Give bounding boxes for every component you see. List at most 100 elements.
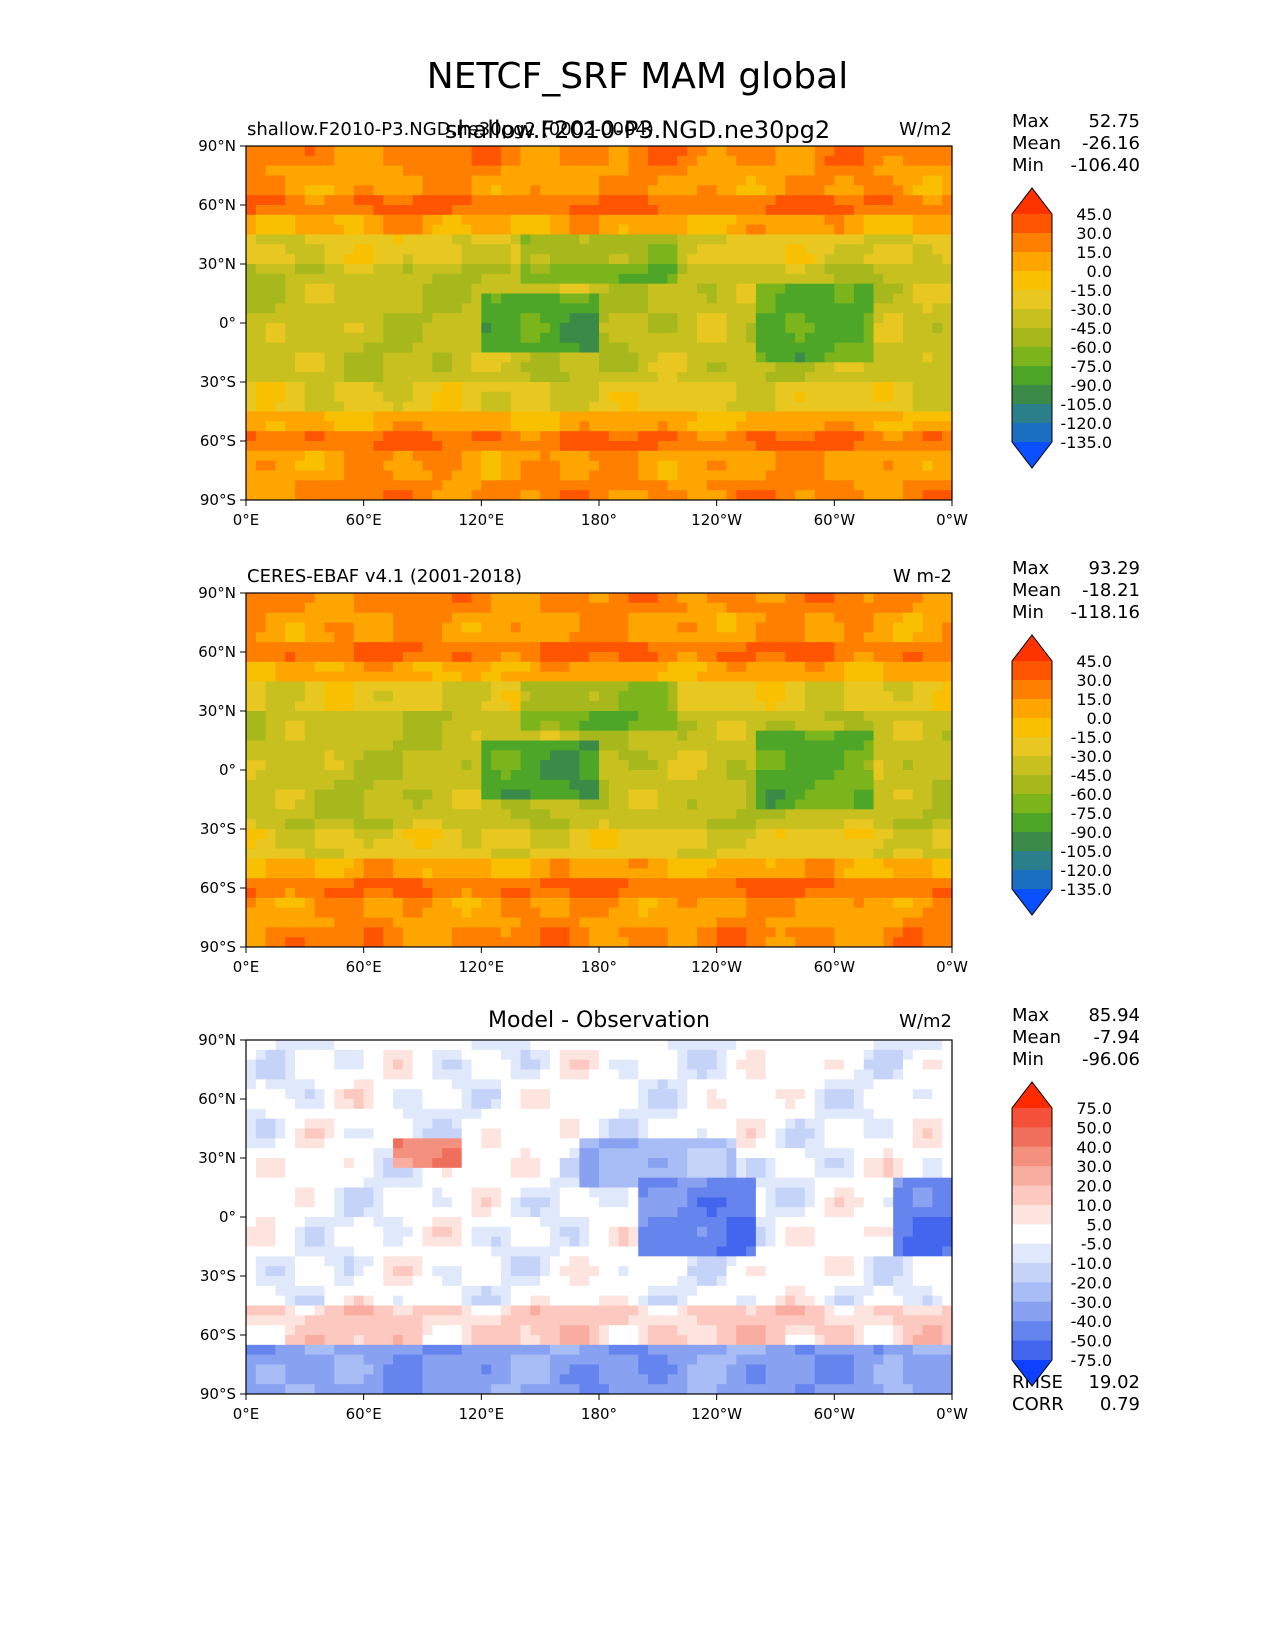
stat-mean: Mean -18.21 — [1012, 580, 1140, 601]
figure-title: NETCF_SRF MAM global — [426, 56, 849, 97]
panel3-stats: Max 85.94 Mean -7.94 Min -96.06 — [1012, 1005, 1140, 1071]
colorbar-tick-label: 45.0 — [1076, 652, 1112, 671]
colorbar-segment — [1012, 1282, 1052, 1303]
colorbar-max-extend — [1012, 1082, 1052, 1108]
stat-max: Max 85.94 — [1012, 1005, 1140, 1026]
colorbar-segment — [1012, 1204, 1052, 1225]
x-tick-label: 0°W — [936, 511, 968, 529]
colorbar-segment — [1012, 1243, 1052, 1264]
colorbar-segment — [1012, 1185, 1052, 1206]
y-tick-label: 90°N — [198, 137, 236, 155]
colorbar-tick-label: 0.0 — [1087, 709, 1112, 728]
colorbar-segment — [1012, 775, 1052, 795]
colorbar-max-extend — [1012, 635, 1052, 661]
colorbar-tick-label: -30.0 — [1071, 300, 1112, 319]
panel3-units: W/m2 — [899, 1011, 952, 1032]
panel2-units: W m-2 — [892, 566, 952, 587]
colorbar-min-extend — [1012, 1360, 1052, 1386]
colorbar-tick-label: -10.0 — [1071, 1254, 1112, 1273]
colorbar-tick-label: -75.0 — [1071, 804, 1112, 823]
y-tick-label: 0° — [219, 1208, 236, 1226]
colorbar-segment — [1012, 851, 1052, 871]
colorbar-segment — [1012, 404, 1052, 424]
y-tick-label: 0° — [219, 314, 236, 332]
colorbar-tick-label: -15.0 — [1071, 281, 1112, 300]
colorbar-tick-label: -75.0 — [1071, 1351, 1112, 1370]
x-tick-label: 120°W — [691, 958, 742, 976]
colorbar-segment — [1012, 1127, 1052, 1148]
y-tick-label: 30°N — [198, 1149, 236, 1167]
colorbar-tick-label: -135.0 — [1060, 433, 1112, 452]
y-tick-label: 30°S — [200, 820, 236, 838]
colorbar-segment — [1012, 794, 1052, 814]
colorbar-tick-label: 50.0 — [1076, 1118, 1112, 1137]
stat-min: Min -96.06 — [1012, 1049, 1140, 1070]
colorbar-max-extend — [1012, 188, 1052, 214]
colorbar-tick-label: 40.0 — [1076, 1138, 1112, 1157]
x-tick-label: 120°W — [691, 1405, 742, 1423]
x-tick-label: 120°E — [459, 1405, 505, 1423]
colorbar-segment — [1012, 870, 1052, 890]
colorbar-tick-label: -30.0 — [1071, 747, 1112, 766]
x-tick-label: 0°W — [936, 1405, 968, 1423]
x-tick-label: 60°E — [346, 511, 382, 529]
colorbar-segment — [1012, 214, 1052, 234]
colorbar-tick-label: 20.0 — [1076, 1177, 1112, 1196]
x-tick-label: 0°E — [233, 1405, 260, 1423]
colorbar-segment — [1012, 680, 1052, 700]
map-panel-2: 0°E 60°E 120°E 180° 120°W 60°W 0°W 90°N 60°N 30°N… — [198, 584, 968, 976]
x-tick-label: 180° — [581, 1405, 617, 1423]
panel1-units: W/m2 — [899, 119, 952, 140]
colorbar-tick-label: -30.0 — [1071, 1293, 1112, 1312]
colorbar-tick-label: -135.0 — [1060, 880, 1112, 899]
colorbar-tick-label: -120.0 — [1060, 414, 1112, 433]
colorbar-2: 45.030.015.00.0-15.0-30.0-45.0-60.0-75.0… — [1011, 634, 1112, 916]
y-tick-label: 60°S — [200, 879, 236, 897]
stat-min: Min -106.40 — [1012, 155, 1140, 176]
y-tick-label: 60°N — [198, 643, 236, 661]
colorbar-tick-label: -105.0 — [1060, 395, 1112, 414]
y-tick-label: 60°S — [200, 432, 236, 450]
colorbar-segment — [1012, 366, 1052, 386]
colorbar-tick-label: -60.0 — [1071, 785, 1112, 804]
colorbar-tick-label: -5.0 — [1081, 1235, 1112, 1254]
y-tick-label: 0° — [219, 761, 236, 779]
panel1-stats: Max 52.75 Mean -26.16 Min -106.40 — [1012, 111, 1140, 177]
colorbar-segment — [1012, 718, 1052, 738]
colorbar-tick-label: -60.0 — [1071, 338, 1112, 357]
colorbar-segment — [1012, 832, 1052, 852]
x-tick-label: 60°W — [814, 511, 856, 529]
colorbar-tick-label: 30.0 — [1076, 671, 1112, 690]
y-tick-label: 60°N — [198, 196, 236, 214]
y-tick-label: 30°N — [198, 255, 236, 273]
colorbar-tick-label: -75.0 — [1071, 357, 1112, 376]
y-tick-label: 30°S — [200, 373, 236, 391]
stat-mean: Mean -7.94 — [1012, 1027, 1140, 1048]
stat-corr: CORR 0.79 — [1012, 1394, 1140, 1415]
y-tick-label: 60°N — [198, 1090, 236, 1108]
x-tick-label: 0°E — [233, 511, 260, 529]
colorbar-tick-label: -15.0 — [1071, 728, 1112, 747]
colorbar-tick-label: 30.0 — [1076, 1157, 1112, 1176]
colorbar-tick-label: 30.0 — [1076, 224, 1112, 243]
x-tick-label: 120°W — [691, 511, 742, 529]
stat-mean: Mean -26.16 — [1012, 133, 1140, 154]
colorbar-segment — [1012, 423, 1052, 443]
x-tick-label: 180° — [581, 511, 617, 529]
y-tick-label: 90°S — [200, 491, 236, 509]
colorbar-segment — [1012, 699, 1052, 719]
x-tick-label: 180° — [581, 958, 617, 976]
y-tick-label: 90°S — [200, 1385, 236, 1403]
colorbar-segment — [1012, 1224, 1052, 1245]
colorbar-tick-label: 15.0 — [1076, 690, 1112, 709]
x-tick-label: 0°W — [936, 958, 968, 976]
colorbar-tick-label: -90.0 — [1071, 823, 1112, 842]
stat-min: Min -118.16 — [1012, 602, 1140, 623]
x-tick-label: 120°E — [459, 511, 505, 529]
colorbar-tick-label: 75.0 — [1076, 1099, 1112, 1118]
colorbar-segment — [1012, 661, 1052, 681]
colorbar-segment — [1012, 1146, 1052, 1167]
colorbar-segment — [1012, 328, 1052, 348]
colorbar-tick-label: 0.0 — [1087, 262, 1112, 281]
x-tick-label: 60°W — [814, 1405, 856, 1423]
